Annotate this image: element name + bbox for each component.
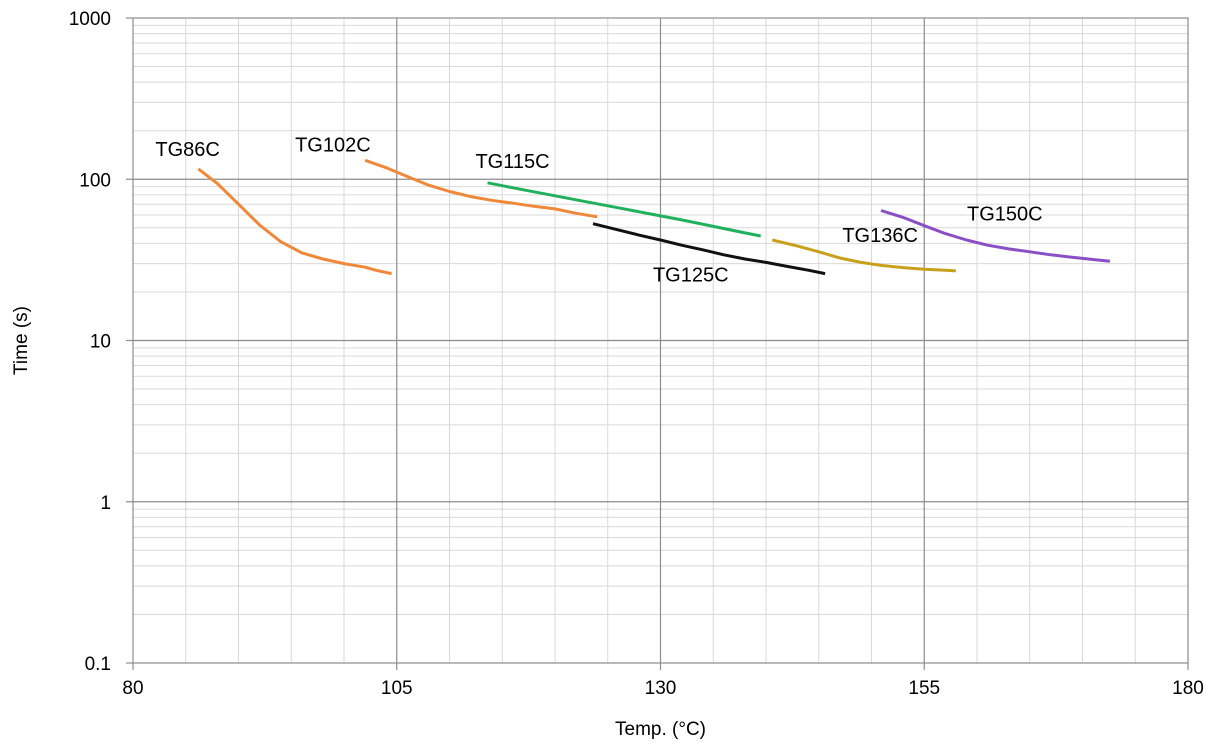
series-line-tg125c [592,222,826,276]
y-tick-label: 10 [90,332,111,353]
series-line-tg86c [197,167,392,276]
y-tick-label: 0.1 [85,654,111,675]
x-tick-label: 180 [1172,678,1204,699]
x-axis-title: Temp. (°C) [615,719,706,740]
y-tick-labels: 0.1 1 10 100 1000 [69,9,133,675]
curve-label-tg102c: TG102C [295,134,371,156]
x-tick-labels: 80 105 130 155 180 [122,663,1204,699]
series-line-tg102c [364,158,598,219]
x-tick-label: 80 [122,678,143,699]
x-tick-label: 155 [908,678,940,699]
curve-labels: TG86C TG102C TG115C TG125C TG136C TG150C [155,134,1042,286]
series-line-tg150c [880,209,1111,263]
series-layer [197,158,1111,276]
series-line-tg115c [487,181,761,238]
y-tick-label: 1000 [69,9,111,30]
curve-label-tg86c: TG86C [155,139,219,161]
curve-label-tg125c: TG125C [653,265,729,287]
y-tick-label: 1 [100,493,111,514]
curve-label-tg150c: TG150C [967,204,1043,226]
series-line-tg136c [771,238,956,273]
y-axis-title: Time (s) [11,306,32,375]
x-tick-label: 105 [381,678,413,699]
y-tick-label: 100 [79,170,111,191]
curve-label-tg136c: TG136C [842,225,918,247]
curve-label-tg115c: TG115C [475,151,549,173]
major-grid [133,18,1188,663]
x-tick-label: 130 [645,678,677,699]
